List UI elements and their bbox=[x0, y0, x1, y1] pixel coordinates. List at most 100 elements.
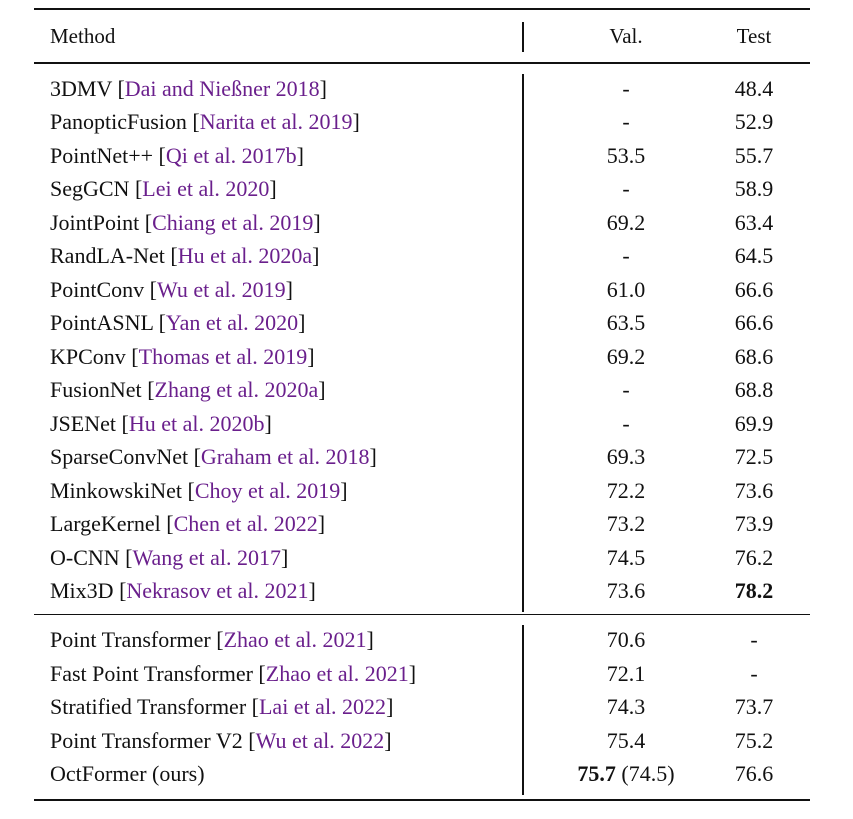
citation-link[interactable]: Wu et al. 2019 bbox=[156, 276, 286, 302]
method-cell: PointConv [Wu et al. 2019] bbox=[50, 276, 293, 302]
val-cell: - bbox=[574, 373, 678, 407]
val-value: 72.1 bbox=[606, 660, 646, 686]
method-cell: JSENet [Hu et al. 2020b] bbox=[50, 410, 272, 436]
val-extra: (74.5) bbox=[621, 761, 675, 786]
test-cell: 73.7 bbox=[734, 694, 774, 719]
method-name: O-CNN bbox=[50, 544, 120, 570]
citation-link[interactable]: Graham et al. 2018 bbox=[200, 444, 370, 469]
val-value: - bbox=[622, 176, 630, 201]
table-row: MinkowskiNet [Choy et al. 2019] 72.2 73.6 bbox=[34, 474, 810, 508]
method-cell: Point Transformer V2 [Wu et al. 2022] bbox=[50, 727, 392, 753]
test-cell: 68.8 bbox=[734, 377, 774, 402]
table-row: Mix3D [Nekrasov et al. 2021] 73.6 78.2 bbox=[34, 574, 810, 608]
group-transformers: Point Transformer [Zhao et al. 2021] 70.6… bbox=[34, 615, 810, 799]
method-cell: OctFormer (ours) bbox=[50, 757, 205, 791]
val-cell: 70.6 bbox=[574, 623, 678, 657]
val-value: 69.2 bbox=[606, 343, 646, 369]
test-cell: 76.6 bbox=[734, 761, 774, 786]
test-cell: 52.9 bbox=[734, 109, 774, 134]
method-name: 3DMV bbox=[50, 75, 112, 101]
citation-link[interactable]: Lei et al. 2020 bbox=[142, 176, 270, 201]
table-row: KPConv [Thomas et al. 2019] 69.2 68.6 bbox=[34, 340, 810, 374]
citation-link[interactable]: Chiang et al. 2019 bbox=[152, 209, 314, 235]
method-name: PointConv bbox=[50, 276, 145, 302]
val-value: 74.5 bbox=[606, 544, 646, 570]
test-cell: 66.6 bbox=[734, 276, 774, 302]
citation-link[interactable]: Wu et al. 2022 bbox=[255, 727, 385, 753]
citation-link[interactable]: Zhang et al. 2020a bbox=[154, 377, 319, 402]
val-cell: 74.3 bbox=[574, 690, 678, 724]
val-cell: 63.5 bbox=[574, 306, 678, 340]
citation-link[interactable]: Nekrasov et al. 2021 bbox=[126, 578, 309, 603]
table-row: PointNet++ [Qi et al. 2017b] 53.5 55.7 bbox=[34, 139, 810, 173]
test-cell: - bbox=[750, 627, 758, 652]
method-cell: KPConv [Thomas et al. 2019] bbox=[50, 343, 315, 369]
citation-link[interactable]: Yan et al. 2020 bbox=[165, 310, 299, 335]
table-row: SparseConvNet [Graham et al. 2018] 69.3 72… bbox=[34, 440, 810, 474]
citation-link[interactable]: Hu et al. 2020a bbox=[177, 243, 313, 268]
method-name: OctFormer (ours) bbox=[50, 761, 205, 786]
citation-link[interactable]: Narita et al. 2019 bbox=[199, 109, 353, 134]
val-value: 70.6 bbox=[606, 627, 646, 652]
val-value: - bbox=[622, 75, 630, 101]
method-name: SparseConvNet bbox=[50, 444, 189, 469]
method-cell: Mix3D [Nekrasov et al. 2021] bbox=[50, 578, 316, 603]
test-cell: 73.6 bbox=[734, 477, 774, 503]
method-name: LargeKernel bbox=[50, 511, 161, 536]
val-cell: 73.2 bbox=[574, 507, 678, 541]
test-cell: 55.7 bbox=[734, 142, 774, 168]
citation-link[interactable]: Choy et al. 2019 bbox=[194, 477, 341, 503]
val-value: - bbox=[622, 109, 630, 134]
test-cell: 76.2 bbox=[734, 544, 774, 570]
citation-link[interactable]: Zhao et al. 2021 bbox=[265, 660, 409, 686]
val-cell: 73.6 bbox=[574, 574, 678, 608]
method-name: Mix3D bbox=[50, 578, 114, 603]
table-row: JointPoint [Chiang et al. 2019] 69.2 63.4 bbox=[34, 206, 810, 240]
test-cell: 72.5 bbox=[734, 444, 774, 469]
citation-link[interactable]: Qi et al. 2017b bbox=[165, 142, 297, 168]
group1-divider bbox=[522, 73, 524, 612]
method-name: FusionNet bbox=[50, 377, 142, 402]
group2-divider bbox=[522, 625, 524, 795]
table-header: Method Val. Test bbox=[34, 10, 810, 62]
citation-link[interactable]: Thomas et al. 2019 bbox=[138, 343, 308, 369]
citation-link[interactable]: Chen et al. 2022 bbox=[173, 511, 318, 536]
method-cell: Point Transformer [Zhao et al. 2021] bbox=[50, 627, 374, 652]
method-cell: PanopticFusion [Narita et al. 2019] bbox=[50, 109, 360, 134]
header-val: Val. bbox=[609, 24, 643, 48]
header-rule bbox=[34, 62, 810, 64]
test-cell: 75.2 bbox=[734, 727, 774, 753]
val-cell: - bbox=[574, 172, 678, 206]
citation-link[interactable]: Lai et al. 2022 bbox=[258, 694, 387, 719]
val-value: 72.2 bbox=[606, 477, 646, 503]
val-cell: 53.5 bbox=[574, 139, 678, 173]
test-cell: 69.9 bbox=[734, 410, 774, 436]
val-cell: 69.2 bbox=[574, 340, 678, 374]
val-value: 69.3 bbox=[606, 444, 646, 469]
header-divider bbox=[522, 22, 524, 52]
test-cell: 48.4 bbox=[734, 75, 774, 101]
method-name: PointNet++ bbox=[50, 142, 154, 168]
table-row: PanopticFusion [Narita et al. 2019] - 52.9 bbox=[34, 105, 810, 139]
citation-link[interactable]: Wang et al. 2017 bbox=[132, 544, 282, 570]
table-row: Fast Point Transformer [Zhao et al. 2021… bbox=[34, 657, 810, 691]
citation-link[interactable]: Hu et al. 2020b bbox=[128, 410, 265, 436]
val-cell: - bbox=[574, 105, 678, 139]
val-cell: 69.2 bbox=[574, 206, 678, 240]
val-cell: 61.0 bbox=[574, 273, 678, 307]
test-cell: - bbox=[750, 660, 758, 686]
method-cell: SparseConvNet [Graham et al. 2018] bbox=[50, 444, 377, 469]
test-cell: 58.9 bbox=[734, 176, 774, 201]
method-cell: LargeKernel [Chen et al. 2022] bbox=[50, 511, 326, 536]
val-value: - bbox=[622, 377, 630, 402]
method-name: PointASNL bbox=[50, 310, 154, 335]
top-rule bbox=[34, 8, 810, 10]
citation-link[interactable]: Zhao et al. 2021 bbox=[223, 627, 367, 652]
method-name: SegGCN bbox=[50, 176, 130, 201]
method-cell: JointPoint [Chiang et al. 2019] bbox=[50, 209, 321, 235]
table-row: Point Transformer [Zhao et al. 2021] 70.6… bbox=[34, 623, 810, 657]
table-row: RandLA-Net [Hu et al. 2020a] - 64.5 bbox=[34, 239, 810, 273]
val-value: 73.2 bbox=[606, 511, 646, 536]
citation-link[interactable]: Dai and Nießner 2018 bbox=[124, 75, 320, 101]
method-name: Fast Point Transformer bbox=[50, 660, 253, 686]
